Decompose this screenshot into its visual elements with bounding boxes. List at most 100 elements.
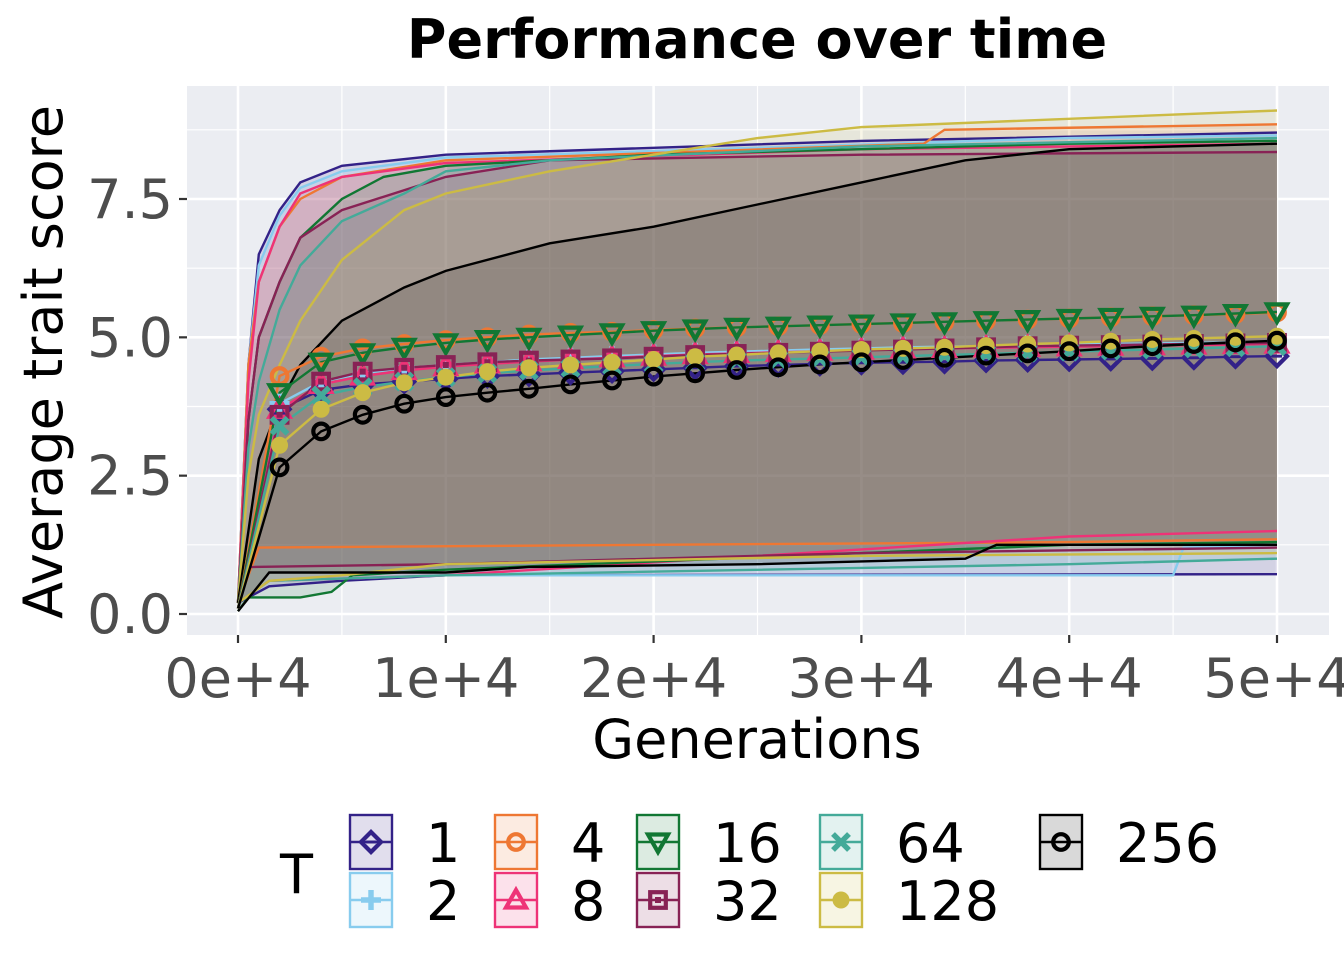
legend-key-marker	[832, 891, 850, 909]
marker-16	[930, 312, 959, 337]
marker-128	[1226, 328, 1244, 346]
marker-128	[811, 342, 829, 360]
marker-16	[806, 315, 834, 340]
marker-256	[1100, 338, 1121, 359]
marker-256	[893, 350, 913, 370]
marker-256	[1267, 330, 1287, 351]
marker-128	[686, 348, 704, 366]
marker-16	[265, 383, 294, 407]
legend-key-marker	[1051, 832, 1071, 852]
marker-16	[1138, 306, 1166, 331]
marker-128	[395, 374, 413, 392]
ribbons	[238, 110, 1277, 612]
marker-128	[437, 368, 455, 386]
marker-256	[643, 366, 664, 387]
marker-256	[685, 363, 706, 384]
legend-key-marker	[644, 832, 672, 857]
marker-128	[520, 359, 538, 377]
marker-16	[972, 311, 1000, 335]
max-line-128	[236, 109, 1278, 603]
marker-256	[1059, 341, 1080, 362]
legend-item-2: 2	[348, 870, 460, 933]
marker-128	[478, 363, 496, 381]
marker-128	[354, 384, 372, 402]
y-tick-label: 0.0	[87, 583, 173, 646]
marker-256	[269, 457, 290, 478]
legend-key-marker	[502, 885, 530, 910]
marker-16	[1097, 307, 1125, 332]
marker-256	[352, 404, 373, 425]
marker-128	[271, 436, 289, 454]
legend-key-marker	[648, 890, 668, 910]
marker-16	[639, 321, 668, 345]
x-tick-label: 5e+4	[1203, 647, 1344, 710]
legend-label: 16	[713, 812, 782, 875]
x-tick-label: 1e+4	[372, 647, 519, 710]
legend-key-marker	[358, 829, 384, 855]
chart-title: Performance over time	[407, 8, 1107, 71]
legend-key-marker	[831, 832, 851, 852]
marker-256	[851, 352, 872, 373]
marker-256	[1225, 332, 1246, 353]
marker-16	[556, 325, 585, 350]
marker-128	[728, 346, 746, 364]
marker-256	[311, 421, 332, 442]
marker-256	[435, 387, 456, 407]
ribbon-32	[238, 152, 1277, 603]
marker-16	[847, 314, 876, 339]
legend-item-4: 4	[493, 812, 605, 875]
x-tick-label: 2e+4	[580, 647, 727, 710]
marker-16	[1263, 302, 1291, 327]
y-tick-label: 7.5	[87, 168, 173, 231]
marker-128	[312, 400, 330, 418]
marker-128	[1185, 329, 1203, 347]
marker-64	[311, 385, 332, 406]
legend-label: 8	[571, 870, 605, 933]
legend-item-32: 32	[635, 870, 782, 933]
legend-key-marker	[361, 890, 381, 910]
legend-item-64: 64	[818, 812, 965, 875]
marker-16	[1221, 303, 1250, 328]
legend-label: 1	[426, 812, 460, 875]
marker-256	[809, 354, 830, 375]
series-markers	[265, 302, 1291, 478]
legend-item-128: 128	[818, 870, 999, 933]
marker-256	[1017, 343, 1038, 364]
marker-16	[432, 333, 460, 358]
marker-16	[349, 343, 377, 368]
marker-16	[681, 319, 709, 344]
marker-16	[1014, 310, 1042, 334]
min-line-256	[237, 543, 1277, 612]
marker-256	[976, 345, 996, 366]
legend-label: 32	[713, 870, 782, 933]
marker-256	[477, 382, 498, 403]
marker-16	[1055, 308, 1083, 333]
max-line-32	[236, 150, 1278, 603]
marker-64	[269, 415, 290, 436]
marker-256	[394, 393, 415, 414]
min-line-16	[237, 540, 1278, 612]
legend-label: 64	[896, 812, 965, 875]
marker-16	[307, 352, 335, 377]
marker-256	[768, 357, 789, 378]
marker-16	[764, 316, 792, 341]
ribbon-16	[238, 140, 1277, 612]
marker-256	[934, 347, 955, 368]
ribbon-256	[238, 143, 1277, 612]
legend-title: T	[279, 843, 314, 906]
legend-item-16: 16	[635, 812, 782, 875]
marker-16	[390, 337, 418, 362]
marker-256	[602, 370, 622, 391]
x-axis-title: Generations	[592, 708, 921, 771]
legend-item-1: 1	[348, 812, 460, 875]
ribbon-64	[238, 138, 1277, 603]
legend-item-8: 8	[493, 870, 605, 933]
marker-16	[889, 313, 917, 338]
y-tick-label: 5.0	[87, 306, 173, 369]
marker-128	[603, 353, 621, 371]
marker-128	[769, 344, 787, 362]
marker-128	[561, 356, 579, 374]
marker-32	[311, 371, 332, 392]
legend-label: 2	[426, 870, 460, 933]
